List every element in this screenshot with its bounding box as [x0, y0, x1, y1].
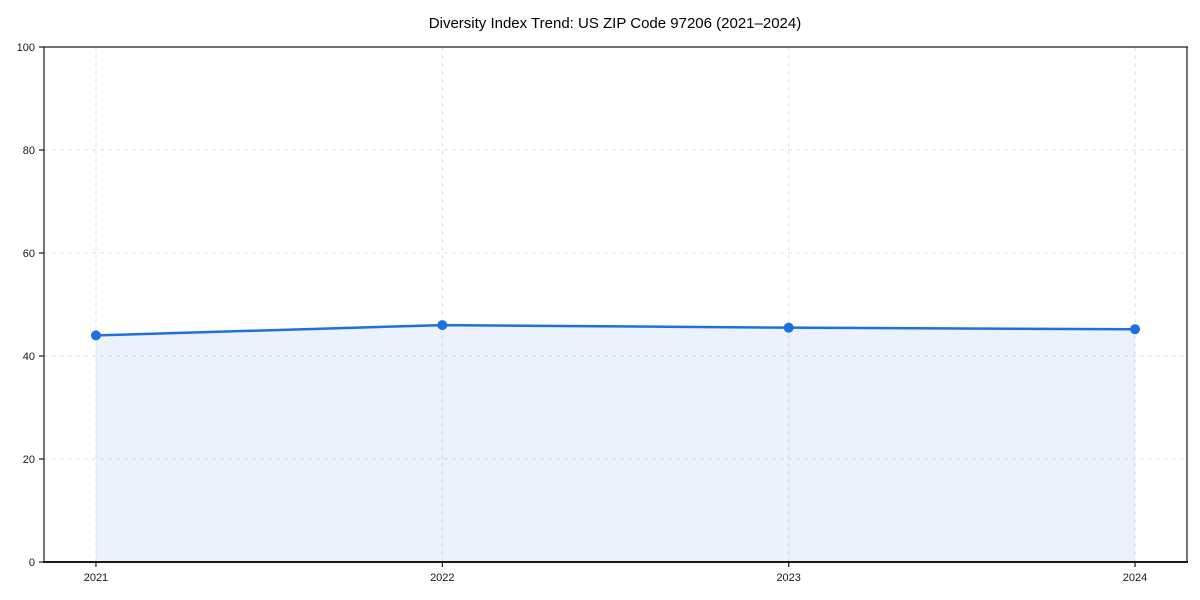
data-points-layer: [90, 320, 1141, 341]
x-tick-label: 2023: [776, 572, 800, 584]
x-tick-label: 2024: [1123, 572, 1147, 584]
gridlines: [44, 47, 1187, 562]
chart-title: Diversity Index Trend: US ZIP Code 97206…: [429, 15, 801, 32]
x-tick-label: 2022: [430, 572, 454, 584]
data-point-2023: [783, 322, 794, 333]
y-tick-label: 40: [23, 351, 35, 363]
data-point-2022: [437, 320, 448, 331]
data-point-2024: [1130, 324, 1141, 335]
y-tick-label: 20: [23, 454, 35, 466]
data-point-2021: [90, 330, 101, 341]
x-tick-label: 2021: [84, 572, 108, 584]
area-fill-layer: [95, 325, 1136, 562]
axes-layer: [39, 46, 1188, 567]
y-tick-label: 0: [29, 557, 35, 569]
y-tick-label: 60: [23, 248, 35, 260]
y-tick-label: 100: [17, 42, 35, 54]
trend-line-layer: [94, 323, 1137, 337]
area-fill-path: [95, 325, 1136, 562]
tick-labels-layer: 2021 2022 2023 2024 0 20 40 60 80 100: [17, 42, 1148, 584]
y-tick-label: 80: [23, 145, 35, 157]
trend-line-path: [94, 323, 1137, 337]
